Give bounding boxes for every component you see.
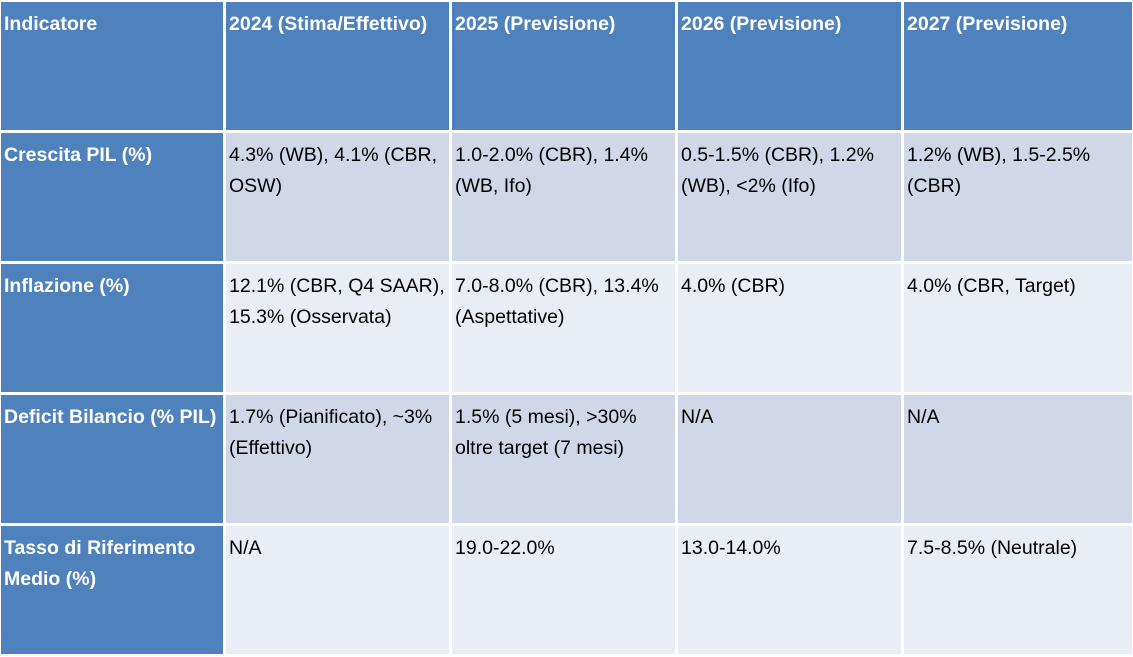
- table-cell: 4.0% (CBR): [678, 264, 901, 392]
- header-2024: 2024 (Stima/Effettivo): [226, 2, 449, 130]
- table-row: Tasso di Riferimento Medio (%) N/A 19.0-…: [1, 526, 1132, 654]
- table-cell: 7.0-8.0% (CBR), 13.4% (Aspettative): [452, 264, 675, 392]
- table-cell: N/A: [226, 526, 449, 654]
- table-cell: 0.5-1.5% (CBR), 1.2% (WB), <2% (Ifo): [678, 133, 901, 261]
- table-row: Crescita PIL (%) 4.3% (WB), 4.1% (CBR, O…: [1, 133, 1132, 261]
- table-header-row: Indicatore 2024 (Stima/Effettivo) 2025 (…: [1, 2, 1132, 130]
- header-2027: 2027 (Previsione): [904, 2, 1132, 130]
- table-cell: N/A: [904, 395, 1132, 523]
- row-label-gdp-growth: Crescita PIL (%): [1, 133, 223, 261]
- table-row: Inflazione (%) 12.1% (CBR, Q4 SAAR), 15.…: [1, 264, 1132, 392]
- header-2026: 2026 (Previsione): [678, 2, 901, 130]
- table-cell: 1.2% (WB), 1.5-2.5% (CBR): [904, 133, 1132, 261]
- table-cell: 1.5% (5 mesi), >30% oltre target (7 mesi…: [452, 395, 675, 523]
- table-cell: 1.0-2.0% (CBR), 1.4% (WB, Ifo): [452, 133, 675, 261]
- table-cell: 7.5-8.5% (Neutrale): [904, 526, 1132, 654]
- header-2025: 2025 (Previsione): [452, 2, 675, 130]
- row-label-inflation: Inflazione (%): [1, 264, 223, 392]
- table-cell: 4.3% (WB), 4.1% (CBR, OSW): [226, 133, 449, 261]
- table-cell: 12.1% (CBR, Q4 SAAR), 15.3% (Osservata): [226, 264, 449, 392]
- table-cell: 13.0-14.0%: [678, 526, 901, 654]
- table-cell: 1.7% (Pianificato), ~3% (Effettivo): [226, 395, 449, 523]
- row-label-reference-rate: Tasso di Riferimento Medio (%): [1, 526, 223, 654]
- table-cell: 4.0% (CBR, Target): [904, 264, 1132, 392]
- table-row: Deficit Bilancio (% PIL) 1.7% (Pianifica…: [1, 395, 1132, 523]
- header-indicator: Indicatore: [1, 2, 223, 130]
- row-label-budget-deficit: Deficit Bilancio (% PIL): [1, 395, 223, 523]
- table-cell: 19.0-22.0%: [452, 526, 675, 654]
- table-cell: N/A: [678, 395, 901, 523]
